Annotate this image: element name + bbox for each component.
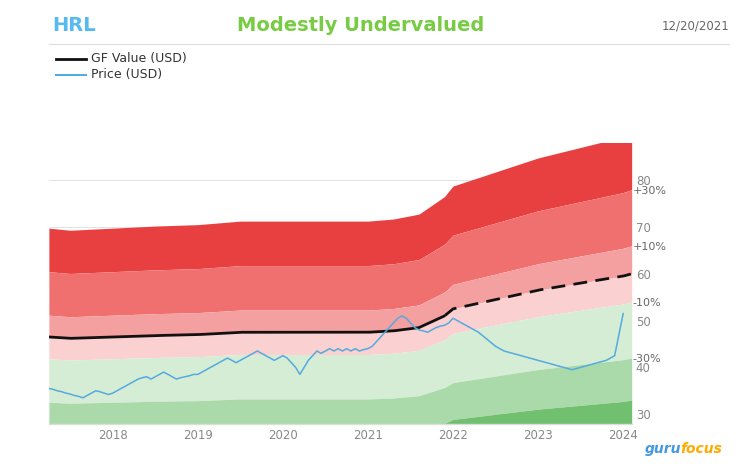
Text: +10%: +10% — [633, 242, 667, 252]
Text: Modestly Undervalued: Modestly Undervalued — [238, 16, 484, 35]
Text: HRL: HRL — [53, 16, 96, 35]
Text: Price (USD): Price (USD) — [91, 68, 162, 81]
Text: +30%: +30% — [633, 186, 667, 196]
Text: -30%: -30% — [633, 354, 662, 364]
Text: 12/20/2021: 12/20/2021 — [662, 19, 729, 32]
Text: GF Value (USD): GF Value (USD) — [91, 52, 186, 65]
Text: focus: focus — [681, 442, 723, 456]
Text: guru: guru — [645, 442, 682, 456]
Text: -10%: -10% — [633, 298, 662, 308]
